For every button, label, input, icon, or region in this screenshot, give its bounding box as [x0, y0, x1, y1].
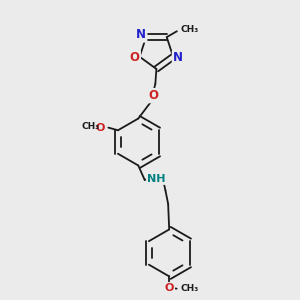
Text: O: O [148, 89, 158, 102]
Text: O: O [164, 283, 174, 293]
Text: NH: NH [147, 174, 166, 184]
Text: O: O [130, 51, 140, 64]
Text: CH₃: CH₃ [81, 122, 99, 131]
Text: CH₃: CH₃ [181, 284, 199, 293]
Text: N: N [173, 51, 183, 64]
Text: N: N [136, 28, 146, 41]
Text: O: O [95, 123, 104, 133]
Text: CH₃: CH₃ [180, 25, 198, 34]
